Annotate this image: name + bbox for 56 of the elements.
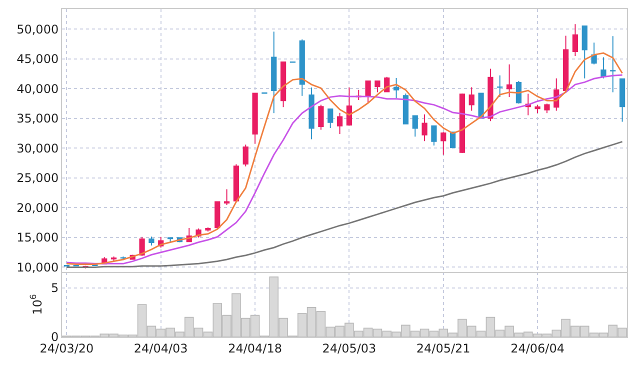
y-tick-label: 30,000: [16, 141, 59, 156]
candlestick: [619, 78, 626, 122]
y-tick-label: 50,000: [16, 22, 59, 36]
candlestick: [610, 36, 616, 93]
candlestick: [572, 24, 578, 57]
candlestick: [328, 108, 334, 128]
candlestick: [139, 236, 145, 256]
candlestick: [214, 200, 220, 230]
candlestick: [224, 188, 230, 206]
candlestick: [205, 226, 211, 232]
candlestick: [431, 125, 437, 146]
candlestick: [506, 64, 512, 98]
candlestick: [318, 104, 324, 130]
x-tick-label: 24/04/18: [228, 341, 282, 356]
candlestick: [440, 132, 446, 156]
y-tick-label: 10,000: [16, 260, 59, 274]
y-tick-label: 45,000: [16, 52, 59, 66]
x-tick-label: 24/04/03: [134, 341, 188, 356]
x-tick-label: 24/06/04: [510, 341, 564, 356]
candlestick: [582, 25, 588, 79]
candlestick: [488, 68, 494, 122]
candlestick: [252, 92, 258, 144]
candlestick: [299, 38, 305, 96]
candlestick: [600, 56, 606, 79]
candlestick: [233, 164, 240, 203]
candlestick: [562, 35, 569, 92]
candlestick: [497, 74, 503, 98]
x-tick-label: 24/05/21: [416, 341, 470, 356]
candlestick: [365, 80, 371, 104]
candlestick: [544, 103, 550, 114]
candlestick: [534, 104, 540, 114]
candlestick: [402, 92, 409, 125]
y-tick-label: 35,000: [16, 112, 59, 126]
candlestick: [280, 61, 286, 108]
candlestick: [308, 87, 314, 140]
candlestick: [393, 78, 400, 99]
candlestick: [422, 114, 428, 142]
candlestick: [374, 80, 380, 93]
candlestick: [73, 264, 79, 267]
x-tick-label: 24/05/03: [322, 341, 376, 356]
candlestick: [346, 87, 352, 126]
candlestick: [336, 112, 343, 134]
candlestick: [468, 86, 474, 112]
candlestick: [110, 256, 117, 262]
candlestick: [459, 92, 466, 154]
line-series: [66, 140, 624, 268]
candlestick: [412, 115, 418, 138]
candlestick: [591, 42, 597, 65]
y-tick-label: 15,000: [16, 230, 59, 245]
y-tick-label: 25,000: [16, 171, 59, 186]
y-tick-label: 40,000: [16, 82, 59, 96]
candlestick: [148, 236, 154, 246]
candlestick: [271, 31, 277, 114]
y-tick-label: 20,000: [16, 200, 59, 215]
y-tick-label: 5: [50, 280, 59, 295]
candlestick: [242, 144, 248, 167]
